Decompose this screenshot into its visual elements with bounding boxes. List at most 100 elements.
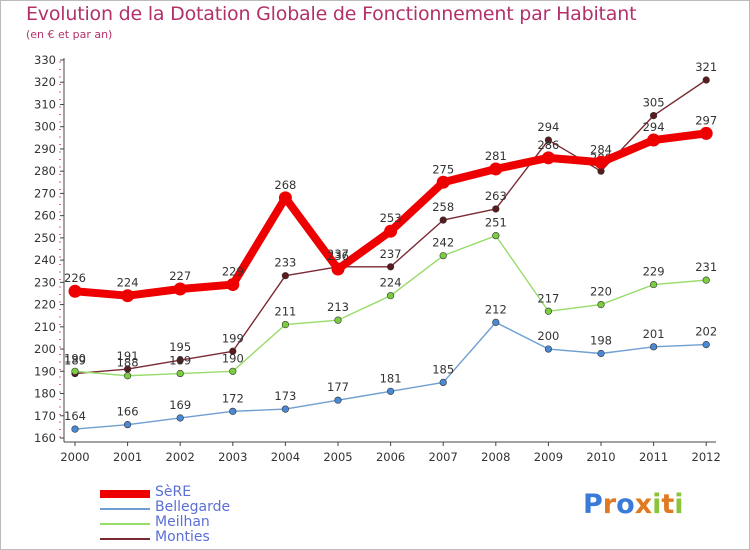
- data-point: [492, 318, 500, 326]
- x-tick-label: 2003: [218, 450, 247, 464]
- x-tick-label: 2001: [113, 450, 142, 464]
- data-point: [281, 321, 290, 329]
- data-point: [71, 367, 79, 375]
- y-tick-label: 220: [34, 298, 56, 312]
- y-tick-label: 250: [34, 231, 56, 245]
- x-tick-label: 2000: [60, 450, 89, 464]
- y-tick-label: 180: [34, 387, 56, 401]
- data-label: 224: [117, 276, 139, 290]
- legend-label: Monties: [155, 529, 210, 545]
- data-point: [489, 162, 503, 176]
- data-label: 294: [537, 120, 559, 134]
- y-tick-label: 260: [34, 209, 56, 223]
- x-tick-label: 2006: [376, 450, 405, 464]
- data-point: [439, 216, 447, 224]
- logo-letter: x: [634, 489, 653, 520]
- data-point: [123, 421, 132, 429]
- data-label: 305: [643, 96, 665, 110]
- y-tick-label: 300: [34, 120, 56, 134]
- logo-letter: t: [661, 489, 675, 520]
- data-label: 164: [64, 409, 86, 423]
- data-point: [176, 356, 184, 364]
- data-label: 172: [222, 391, 244, 405]
- y-tick-label: 200: [34, 342, 56, 356]
- x-tick-label: 2007: [429, 450, 458, 464]
- x-tick-label: 2012: [692, 450, 721, 464]
- data-point: [597, 167, 605, 175]
- data-label: 217: [537, 291, 559, 305]
- data-point: [597, 349, 605, 358]
- data-point: [699, 126, 713, 140]
- data-label: 321: [695, 60, 717, 74]
- y-tick-label: 320: [34, 75, 56, 89]
- legend-swatch: [100, 538, 150, 540]
- data-point: [229, 367, 237, 375]
- data-point: [121, 289, 135, 303]
- data-point: [384, 224, 398, 238]
- data-label: 190: [64, 351, 86, 365]
- x-tick-label: 2009: [534, 450, 563, 464]
- data-point: [334, 316, 342, 324]
- x-tick-label: 2002: [166, 450, 195, 464]
- y-tick-label: 170: [34, 409, 56, 423]
- y-tick-label: 280: [34, 164, 56, 178]
- y-tick-label: 290: [34, 142, 56, 156]
- legend-label: Bellegarde: [155, 499, 231, 515]
- legend-label: Meilhan: [155, 514, 210, 530]
- data-point: [702, 341, 710, 349]
- x-tick-label: 2008: [481, 450, 510, 464]
- x-tick-label: 2010: [586, 450, 615, 464]
- data-point: [649, 111, 658, 120]
- data-label: 189: [169, 354, 191, 368]
- y-tick-label: 330: [34, 53, 56, 67]
- proxiti-logo: Proxiti: [583, 489, 684, 520]
- data-point: [649, 280, 658, 289]
- data-label: 211: [274, 305, 296, 319]
- legend-label: SèRE: [155, 484, 192, 500]
- data-label: 190: [222, 351, 244, 365]
- logo-letter: i: [674, 489, 684, 520]
- data-label: 258: [432, 200, 454, 214]
- legend-swatch: [100, 490, 150, 498]
- data-point: [702, 76, 710, 84]
- data-label: 181: [380, 371, 402, 385]
- data-point: [541, 151, 555, 165]
- data-point: [281, 405, 290, 413]
- data-label: 226: [64, 271, 86, 285]
- logo-letter: r: [602, 489, 617, 520]
- data-label: 227: [169, 269, 191, 283]
- x-tick-label: 2004: [271, 450, 300, 464]
- data-label: 212: [485, 302, 507, 316]
- data-label: 195: [169, 340, 191, 354]
- legend-swatch: [100, 508, 150, 510]
- data-point: [71, 425, 79, 433]
- data-label: 188: [117, 356, 139, 370]
- data-label: 251: [485, 216, 507, 230]
- data-label: 166: [117, 405, 139, 419]
- data-label: 229: [643, 265, 665, 279]
- data-label: 286: [537, 138, 559, 152]
- data-label: 275: [432, 162, 454, 176]
- data-label: 281: [485, 149, 507, 163]
- chart-subtitle: (en € et par an): [26, 28, 113, 41]
- data-point: [544, 307, 553, 315]
- data-point: [439, 252, 447, 260]
- logo-letter: P: [583, 489, 603, 520]
- data-point: [544, 136, 553, 144]
- data-label: 191: [117, 349, 139, 363]
- data-label: 199: [222, 331, 244, 345]
- data-point: [439, 378, 447, 387]
- data-point: [229, 407, 237, 415]
- data-label: 236: [327, 249, 349, 263]
- data-label: 233: [274, 256, 296, 270]
- y-tick-label: 310: [34, 97, 56, 111]
- data-label: 202: [695, 325, 717, 339]
- y-tick-label: 270: [34, 186, 56, 200]
- data-point: [492, 205, 500, 213]
- data-label: 229: [222, 265, 244, 279]
- data-point: [387, 387, 395, 395]
- data-point: [68, 284, 82, 298]
- y-tick-label: 160: [34, 431, 56, 445]
- logo-letter: i: [652, 489, 662, 520]
